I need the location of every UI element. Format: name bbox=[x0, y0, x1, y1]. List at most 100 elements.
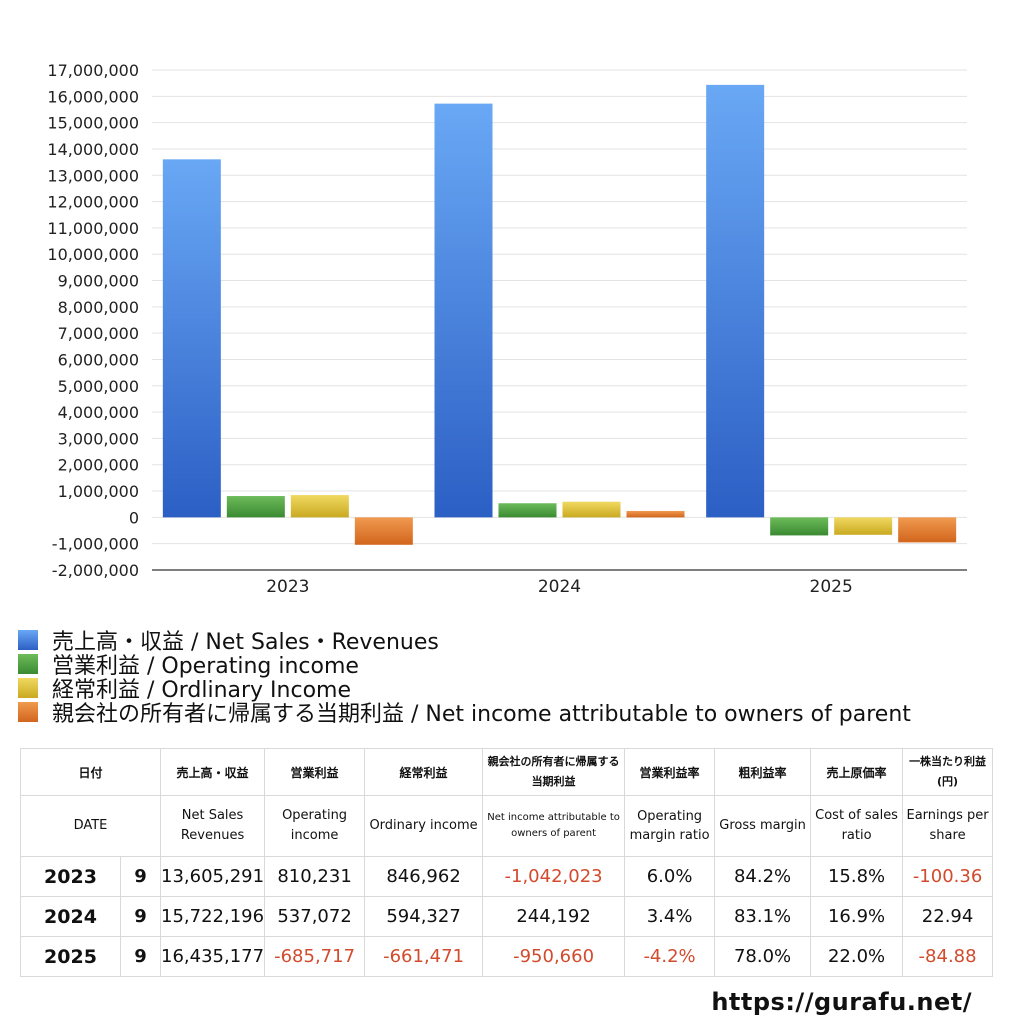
header-cos-en: Cost of sales ratio bbox=[810, 795, 904, 857]
legend-swatch-blue bbox=[18, 630, 38, 650]
cell-year: 2023 bbox=[20, 856, 121, 897]
cell-operating: 537,072 bbox=[264, 896, 366, 937]
y-tick-label: 15,000,000 bbox=[47, 114, 139, 133]
bar-ordinary-income-2025 bbox=[834, 517, 893, 535]
cell-year: 2025 bbox=[20, 936, 121, 977]
financial-table: 日付 売上高・収益 営業利益 経常利益 親会社の所有者に帰属する当期利益 営業利… bbox=[20, 748, 994, 977]
y-tick-label: 16,000,000 bbox=[47, 87, 139, 106]
table-row: 2023 9 13,605,291 810,231 846,962 -1,042… bbox=[20, 856, 994, 897]
legend-label: 営業利益 / Operating income bbox=[52, 654, 359, 679]
x-tick-label: 2023 bbox=[266, 577, 309, 597]
cell-operating: 810,231 bbox=[264, 856, 366, 897]
y-tick-label: 0 bbox=[129, 508, 139, 527]
cell-month: 9 bbox=[120, 856, 161, 897]
cell-net: 244,192 bbox=[482, 896, 626, 937]
y-tick-label: 12,000,000 bbox=[47, 193, 139, 212]
y-tick-label: 9,000,000 bbox=[58, 272, 139, 291]
bar-operating-income-2024 bbox=[498, 503, 557, 518]
header-sales-ja: 売上高・収益 bbox=[159, 748, 266, 796]
y-tick-label: 6,000,000 bbox=[58, 350, 139, 369]
y-tick-label: 1,000,000 bbox=[58, 482, 139, 501]
header-net-en: Net income attributable to owners of par… bbox=[482, 795, 626, 857]
y-tick-label: -2,000,000 bbox=[52, 561, 139, 580]
cell-gm: 78.0% bbox=[714, 936, 812, 977]
site-url[interactable]: https://gurafu.net/ bbox=[711, 988, 972, 1016]
cell-cos: 15.8% bbox=[810, 856, 904, 897]
legend-label: 経常利益 / Ordlinary Income bbox=[52, 678, 351, 703]
y-tick-label: 7,000,000 bbox=[58, 324, 139, 343]
cell-sales: 15,722,196 bbox=[159, 896, 266, 937]
y-tick-label: 11,000,000 bbox=[47, 219, 139, 238]
bar-net-sales-2025 bbox=[706, 84, 765, 518]
header-net-ja: 親会社の所有者に帰属する当期利益 bbox=[482, 748, 626, 796]
cell-eps: -100.36 bbox=[902, 856, 994, 897]
cell-eps: 22.94 bbox=[902, 896, 994, 937]
y-tick-label: 17,000,000 bbox=[47, 61, 139, 80]
cell-ordinary: 846,962 bbox=[364, 856, 484, 897]
legend-item-net-sales: 売上高・収益 / Net Sales・Revenues bbox=[18, 628, 911, 655]
x-tick-label: 2025 bbox=[810, 577, 853, 597]
cell-operating: -685,717 bbox=[264, 936, 366, 977]
header-date-ja: 日付 bbox=[20, 748, 161, 796]
table-row: 2024 9 15,722,196 537,072 594,327 244,19… bbox=[20, 896, 994, 937]
cell-gm: 83.1% bbox=[714, 896, 812, 937]
legend-swatch-yellow bbox=[18, 678, 38, 698]
y-tick-label: -1,000,000 bbox=[52, 535, 139, 554]
header-ordinary-ja: 経常利益 bbox=[364, 748, 484, 796]
header-opm-ja: 営業利益率 bbox=[624, 748, 716, 796]
bar-operating-income-2025 bbox=[770, 517, 829, 536]
y-tick-label: 10,000,000 bbox=[47, 245, 139, 264]
legend-item-operating-income: 営業利益 / Operating income bbox=[18, 652, 911, 679]
cell-cos: 16.9% bbox=[810, 896, 904, 937]
table-row: 2025 9 16,435,177 -685,717 -661,471 -950… bbox=[20, 936, 994, 977]
bar-operating-income-2023 bbox=[226, 496, 285, 518]
y-tick-label: 2,000,000 bbox=[58, 456, 139, 475]
bars bbox=[162, 84, 957, 545]
y-tick-label: 8,000,000 bbox=[58, 298, 139, 317]
legend-swatch-orange bbox=[18, 702, 38, 722]
y-axis-tick-labels: 17,000,000 16,000,000 15,000,000 14,000,000… bbox=[47, 61, 139, 580]
bar-net-income-2024 bbox=[626, 510, 685, 518]
cell-sales: 13,605,291 bbox=[159, 856, 266, 897]
header-date-en: DATE bbox=[20, 795, 161, 857]
header-operating-en: Operating income bbox=[264, 795, 366, 857]
cell-year: 2024 bbox=[20, 896, 121, 937]
legend: 売上高・収益 / Net Sales・Revenues 営業利益 / Opera… bbox=[18, 628, 911, 727]
y-tick-label: 4,000,000 bbox=[58, 403, 139, 422]
x-tick-label: 2024 bbox=[538, 577, 581, 597]
y-tick-label: 5,000,000 bbox=[58, 377, 139, 396]
table-header-ja: 日付 売上高・収益 営業利益 経常利益 親会社の所有者に帰属する当期利益 営業利… bbox=[20, 748, 994, 796]
legend-label: 親会社の所有者に帰属する当期利益 / Net income attributab… bbox=[52, 702, 911, 727]
legend-item-net-income: 親会社の所有者に帰属する当期利益 / Net income attributab… bbox=[18, 700, 911, 727]
legend-swatch-green bbox=[18, 654, 38, 674]
legend-label: 売上高・収益 / Net Sales・Revenues bbox=[52, 630, 439, 655]
y-tick-label: 14,000,000 bbox=[47, 140, 139, 159]
x-axis-tick-labels: 2023 2024 2025 bbox=[266, 577, 853, 597]
header-operating-ja: 営業利益 bbox=[264, 748, 366, 796]
cell-opm: 6.0% bbox=[624, 856, 716, 897]
cell-ordinary: -661,471 bbox=[364, 936, 484, 977]
cell-net: -950,660 bbox=[482, 936, 626, 977]
header-cos-ja: 売上原価率 bbox=[810, 748, 904, 796]
bar-ordinary-income-2024 bbox=[562, 501, 621, 518]
header-ordinary-en: Ordinary income bbox=[364, 795, 484, 857]
header-eps-en: Earnings per share bbox=[902, 795, 994, 857]
bar-net-sales-2023 bbox=[162, 159, 221, 518]
y-tick-label: 3,000,000 bbox=[58, 429, 139, 448]
table-header-en: DATE Net Sales Revenues Operating income… bbox=[20, 795, 994, 857]
cell-ordinary: 594,327 bbox=[364, 896, 484, 937]
bar-net-income-2025 bbox=[898, 517, 957, 543]
legend-item-ordinary-income: 経常利益 / Ordlinary Income bbox=[18, 676, 911, 703]
header-sales-en: Net Sales Revenues bbox=[159, 795, 266, 857]
bar-chart: 17,000,000 16,000,000 15,000,000 14,000,000… bbox=[47, 61, 967, 597]
cell-cos: 22.0% bbox=[810, 936, 904, 977]
y-tick-label: 13,000,000 bbox=[47, 166, 139, 185]
cell-net: -1,042,023 bbox=[482, 856, 626, 897]
gridlines bbox=[152, 69, 967, 571]
bar-net-income-2023 bbox=[354, 517, 413, 545]
header-gm-en: Gross margin bbox=[714, 795, 812, 857]
cell-opm: -4.2% bbox=[624, 936, 716, 977]
cell-gm: 84.2% bbox=[714, 856, 812, 897]
cell-eps: -84.88 bbox=[902, 936, 994, 977]
header-eps-ja: 一株当たり利益(円) bbox=[902, 748, 994, 796]
